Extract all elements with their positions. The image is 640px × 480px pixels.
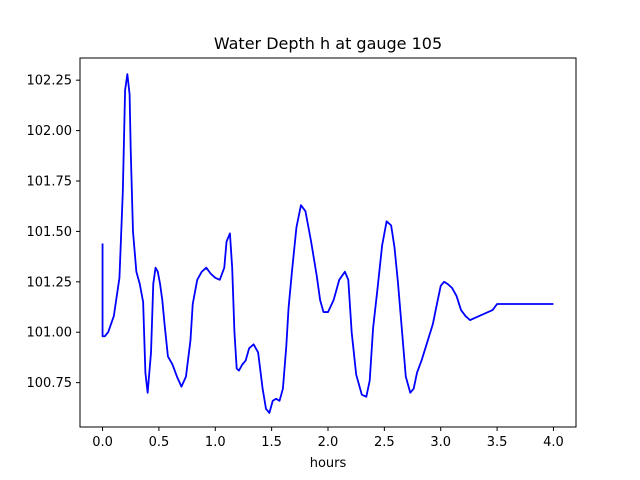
x-tick-label: 2.0 — [318, 435, 339, 450]
y-axis: 100.75 101.00 101.25 101.50 101.75 102.00 102.… — [27, 74, 80, 391]
y-tick-label: 101.00 — [27, 326, 73, 341]
chart-title: Water Depth h at gauge 105 — [214, 34, 442, 53]
y-tick-label: 102.00 — [27, 124, 73, 139]
x-tick-label: 1.0 — [205, 435, 226, 450]
x-axis-label: hours — [310, 456, 347, 471]
y-tick-label: 101.25 — [27, 275, 73, 290]
x-tick-label: 0.0 — [92, 435, 113, 450]
y-tick-label: 101.75 — [27, 175, 73, 190]
y-tick-label: 102.25 — [27, 74, 73, 89]
y-tick-label: 100.75 — [27, 376, 73, 391]
x-tick-label: 1.5 — [261, 435, 282, 450]
x-axis: 0.0 0.5 1.0 1.5 2.0 2.5 3.0 3.5 4.0 — [92, 427, 564, 450]
x-tick-label: 2.5 — [374, 435, 395, 450]
x-tick-label: 0.5 — [149, 435, 170, 450]
plot-area — [101, 73, 554, 414]
x-tick-label: 4.0 — [543, 435, 564, 450]
x-tick-label: 3.0 — [430, 435, 451, 450]
y-tick-label: 101.50 — [27, 225, 73, 240]
x-tick-label: 3.5 — [487, 435, 508, 450]
axes-frame — [79, 57, 577, 428]
series-line-0 — [101, 73, 554, 414]
